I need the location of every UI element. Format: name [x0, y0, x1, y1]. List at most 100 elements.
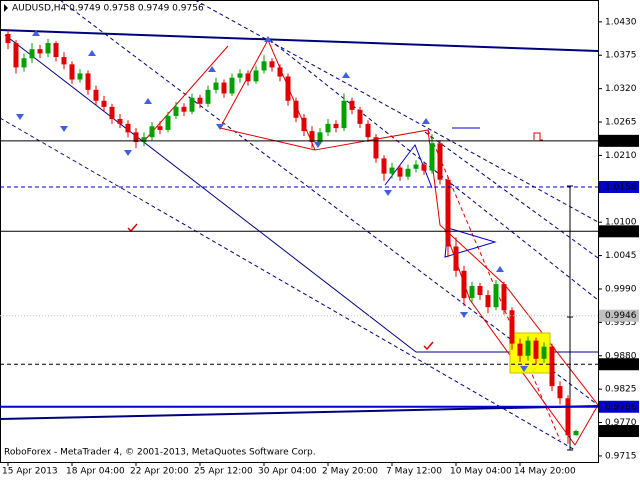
- candle-body: [189, 97, 195, 112]
- candle-body: [373, 137, 379, 159]
- candle-body: [565, 398, 571, 436]
- level-label: 1.0158: [605, 182, 637, 192]
- candle-body: [141, 137, 147, 143]
- level-label: 1.0085: [605, 227, 637, 237]
- candle-body: [197, 97, 203, 104]
- candle-body: [117, 118, 123, 124]
- candle-body: [165, 115, 171, 130]
- candle-body: [37, 49, 43, 54]
- candle-body: [437, 143, 443, 180]
- candle-body: [173, 106, 179, 116]
- y-tick-label: 0.9880: [605, 351, 637, 361]
- candle-body: [285, 76, 291, 101]
- forecast-line: [219, 127, 316, 151]
- footer: RoboForex - MetaTrader 4, © 2001-2013, M…: [4, 448, 316, 458]
- check-mark: [423, 341, 434, 351]
- chart-title: AUDUSD,H4 0.9749 0.9758 0.9749 0.9756: [12, 4, 204, 14]
- candle-body: [157, 126, 163, 130]
- candle-body: [125, 123, 131, 133]
- level-label-box: [599, 425, 639, 438]
- candle-body: [541, 346, 547, 359]
- level-label: 0.9946: [605, 311, 637, 321]
- candle-body: [421, 164, 427, 171]
- y-tick-label: 1.0375: [605, 51, 637, 61]
- channel-line: [424, 131, 599, 259]
- level-label: 1.0234: [605, 136, 637, 146]
- candle-body: [69, 64, 75, 80]
- candle-body: [549, 346, 555, 387]
- candle-body: [253, 70, 259, 82]
- x-tick-label: 7 May 12:00: [386, 467, 442, 477]
- candle-body: [413, 164, 419, 169]
- x-tick-label: 30 Apr 04:00: [258, 467, 317, 477]
- level-label-box: [599, 134, 639, 147]
- candle-body: [365, 123, 371, 138]
- candle-body: [477, 285, 483, 296]
- level-label-box: [599, 225, 639, 238]
- candle-body: [493, 284, 499, 308]
- candle-body: [485, 295, 491, 308]
- candle-body: [573, 431, 579, 436]
- candle-body: [317, 132, 323, 143]
- candle-body: [5, 33, 11, 44]
- candle-body: [181, 106, 187, 112]
- candle-body: [445, 179, 451, 247]
- x-tick-label: 22 Apr 20:00: [130, 467, 189, 477]
- y-tick-label: 0.9935: [605, 318, 637, 328]
- candle-body: [557, 386, 563, 399]
- candle-body: [149, 126, 155, 138]
- candle-body: [45, 43, 51, 54]
- y-tick-label: 1.0100: [605, 218, 637, 228]
- channel-line: [0, 117, 576, 451]
- candle-body: [101, 100, 107, 107]
- candle-body: [349, 100, 355, 110]
- trend-line: [0, 405, 599, 420]
- level-label-box: [599, 309, 639, 322]
- level-label: 0.9756: [605, 427, 637, 437]
- fractal-arrows: [16, 30, 528, 372]
- candle-body: [277, 67, 283, 77]
- y-tick-label: 0.9715: [605, 451, 637, 461]
- y-tick-label: 1.0320: [605, 84, 637, 94]
- candle-body: [501, 284, 507, 311]
- x-tick-label: 15 Apr 2013: [2, 467, 58, 477]
- candle-body: [29, 49, 35, 59]
- wave-line: [384, 143, 433, 189]
- candle-body: [341, 100, 347, 129]
- candle-body: [269, 61, 275, 68]
- candle-body: [429, 143, 435, 171]
- candle-body: [213, 82, 219, 90]
- candle-body: [381, 158, 387, 174]
- y-tick-label: 0.9990: [605, 284, 637, 294]
- y-tick-label: 1.0430: [605, 17, 637, 27]
- title-icon: [4, 4, 8, 12]
- candle-body: [333, 123, 339, 129]
- candle-body: [525, 340, 531, 356]
- trend-line: [0, 29, 599, 52]
- candle-body: [357, 109, 363, 124]
- marker: [533, 132, 543, 141]
- y-tick-label: 1.0045: [605, 251, 637, 261]
- candle-body: [77, 73, 83, 80]
- x-tick-label: 18 Apr 04:00: [66, 467, 125, 477]
- candle-body: [453, 246, 459, 271]
- candle-body: [229, 77, 235, 94]
- candle-body: [133, 132, 139, 143]
- candle-body: [21, 58, 27, 68]
- candle-body: [389, 167, 395, 174]
- x-tick-label: 25 Apr 12:00: [194, 467, 253, 477]
- candles: [5, 29, 579, 444]
- forecast-line: [144, 45, 229, 141]
- candle-body: [261, 61, 267, 71]
- y-tick-label: 1.0210: [605, 151, 637, 161]
- candle-body: [325, 123, 331, 133]
- trend-line: [4, 34, 417, 353]
- candle-body: [509, 310, 515, 344]
- candle-body: [53, 43, 59, 58]
- candle-body: [205, 89, 211, 104]
- candle-body: [533, 340, 539, 359]
- level-label: 0.9796: [605, 402, 637, 412]
- candle-body: [301, 117, 307, 132]
- candle-body: [245, 73, 251, 82]
